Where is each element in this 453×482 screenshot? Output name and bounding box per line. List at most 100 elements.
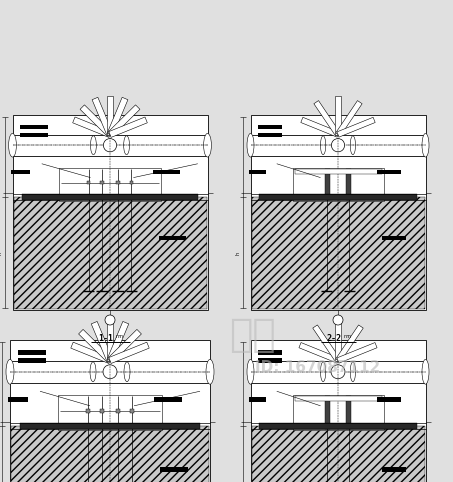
Bar [22,194,198,200]
Polygon shape [335,95,341,134]
Bar [20,423,200,429]
Bar [58,395,162,430]
Polygon shape [337,343,377,363]
Ellipse shape [124,362,130,382]
Bar [160,467,188,471]
Polygon shape [92,97,113,136]
Circle shape [105,315,115,325]
Polygon shape [109,117,147,137]
Ellipse shape [203,134,212,157]
Bar [8,397,28,402]
Bar [153,170,180,174]
Circle shape [103,365,117,379]
Bar [13,115,207,310]
Bar [376,170,401,174]
Bar [293,395,384,430]
Bar [257,359,282,363]
Text: nm: nm [344,334,352,339]
Bar [116,409,120,413]
Polygon shape [72,117,111,137]
Text: ID: 167087112: ID: 167087112 [255,361,381,375]
Bar [257,350,282,355]
Ellipse shape [422,134,429,157]
Text: nm: nm [116,334,124,339]
Polygon shape [107,320,113,361]
Bar [294,169,381,174]
Ellipse shape [350,362,356,382]
Polygon shape [71,342,111,363]
Bar [259,194,417,200]
Polygon shape [299,343,339,363]
Bar [20,125,48,129]
Ellipse shape [321,362,326,382]
Ellipse shape [321,136,326,155]
Ellipse shape [350,136,356,155]
Bar [14,197,207,309]
Bar [87,181,90,184]
Bar [251,197,424,309]
Bar [346,169,351,200]
Bar [20,133,48,137]
Polygon shape [336,325,363,362]
Polygon shape [337,117,375,137]
Ellipse shape [206,360,214,384]
Bar [116,181,120,184]
Polygon shape [78,329,112,363]
Polygon shape [335,320,341,361]
Ellipse shape [124,136,130,155]
Bar [294,396,381,402]
Polygon shape [336,101,362,136]
Bar [100,409,104,413]
Bar [10,170,30,174]
Polygon shape [91,321,113,362]
Ellipse shape [247,134,254,157]
Bar [346,396,351,429]
Bar [259,423,417,429]
Ellipse shape [91,136,96,155]
Bar [325,169,330,200]
Polygon shape [108,329,141,363]
Text: 2-2: 2-2 [327,334,342,343]
Bar [251,134,425,156]
Bar [257,133,282,137]
Text: h: h [236,252,241,255]
Polygon shape [107,321,129,362]
Bar [382,236,406,240]
Circle shape [103,139,116,152]
Circle shape [332,139,345,152]
Bar [159,236,186,240]
Bar [18,350,46,355]
Polygon shape [107,97,128,136]
Ellipse shape [247,360,254,384]
Bar [249,397,266,402]
Ellipse shape [9,134,16,157]
Ellipse shape [90,362,96,382]
Bar [18,359,46,363]
Ellipse shape [422,360,429,384]
Bar [130,181,133,184]
Bar [130,409,134,413]
Bar [10,340,210,482]
Bar [154,397,182,402]
Polygon shape [313,325,340,362]
Bar [293,168,384,201]
Polygon shape [107,95,113,134]
Bar [11,426,209,482]
Bar [86,409,90,413]
Ellipse shape [6,360,14,384]
Bar [101,181,104,184]
Polygon shape [80,105,112,137]
Bar [10,361,210,383]
Text: 1-1: 1-1 [98,334,114,343]
Bar [251,361,425,383]
Polygon shape [301,117,339,137]
Bar [382,467,406,471]
Text: h: h [0,252,3,255]
Polygon shape [108,105,140,137]
Bar [59,168,161,201]
Circle shape [333,315,343,325]
Bar [251,340,425,482]
Bar [13,134,207,156]
Bar [257,125,282,129]
Bar [376,397,401,402]
